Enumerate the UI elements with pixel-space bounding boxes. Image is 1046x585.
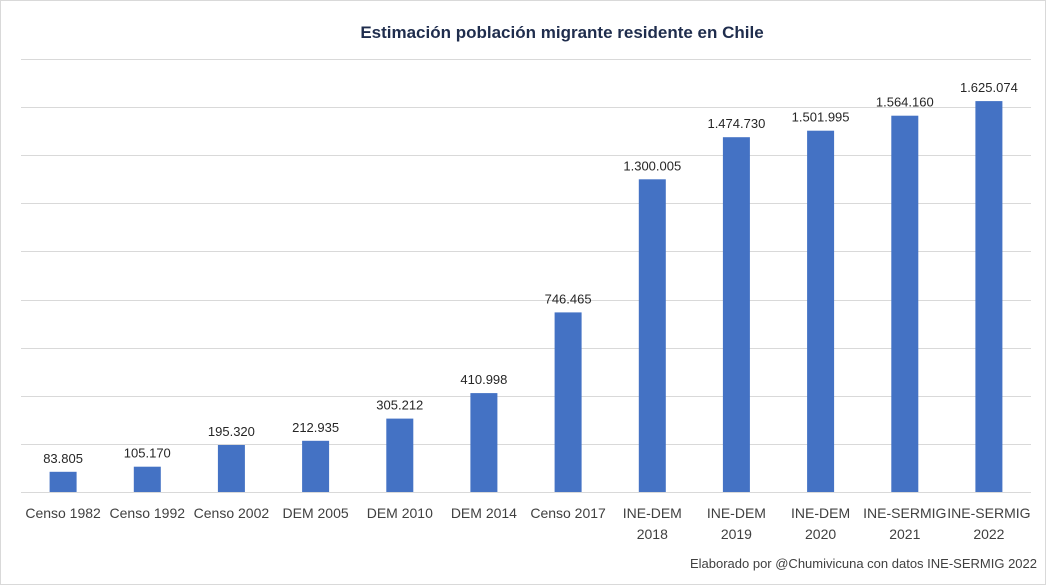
data-label: 83.805 — [43, 451, 83, 466]
data-label: 305.212 — [376, 398, 423, 413]
x-tick-label: 2021 — [889, 526, 920, 542]
data-label: 1.564.160 — [876, 95, 934, 110]
x-tick-label: 2019 — [721, 526, 752, 542]
data-label: 195.320 — [208, 424, 255, 439]
x-tick-label: Censo 1982 — [25, 505, 101, 521]
bar — [975, 101, 1003, 492]
gridlines — [21, 59, 1031, 493]
data-label: 746.465 — [545, 291, 592, 306]
bar — [807, 130, 835, 492]
bars — [49, 101, 1003, 493]
data-label: 1.625.074 — [960, 80, 1018, 95]
bar — [133, 466, 161, 492]
data-label: 410.998 — [460, 372, 507, 387]
bar — [470, 393, 498, 492]
x-tick-label: 2022 — [973, 526, 1004, 542]
x-tick-label: INE-SERMIG — [947, 505, 1030, 521]
x-tick-label: 2018 — [637, 526, 668, 542]
data-label: 1.474.730 — [707, 116, 765, 131]
bar — [722, 137, 750, 492]
data-labels: 83.805 105.170 195.320 212.935 305.212 410.99… — [43, 80, 1018, 466]
bar — [638, 179, 666, 493]
x-tick-label: INE-DEM — [791, 505, 850, 521]
x-tick-label: INE-SERMIG — [863, 505, 946, 521]
x-tick-label: DEM 2010 — [367, 505, 433, 521]
x-tick-label: Censo 2017 — [530, 505, 606, 521]
data-label: 1.300.005 — [623, 158, 681, 173]
x-tick-label: Censo 1992 — [110, 505, 186, 521]
bar — [386, 418, 414, 492]
x-tick-label: Censo 2002 — [194, 505, 270, 521]
x-tick-label: DEM 2005 — [283, 505, 349, 521]
data-label: 105.170 — [124, 446, 171, 461]
bar — [49, 471, 77, 492]
bar — [302, 440, 330, 492]
x-tick-label: INE-DEM — [707, 505, 766, 521]
credit-text: Elaborado por @Chumivicuna con datos INE… — [690, 556, 1037, 571]
bar — [891, 115, 919, 492]
bar — [554, 312, 582, 492]
x-tick-label: 2020 — [805, 526, 836, 542]
data-label: 1.501.995 — [792, 110, 850, 125]
chart-title: Estimación población migrante residente … — [360, 23, 763, 42]
x-tick-label: INE-DEM — [623, 505, 682, 521]
bar — [217, 445, 245, 492]
data-label: 212.935 — [292, 420, 339, 435]
x-axis-tick-labels: Censo 1982 Censo 1992 Censo 2002 DEM 2005 DE… — [25, 505, 1030, 542]
x-tick-label: DEM 2014 — [451, 505, 517, 521]
